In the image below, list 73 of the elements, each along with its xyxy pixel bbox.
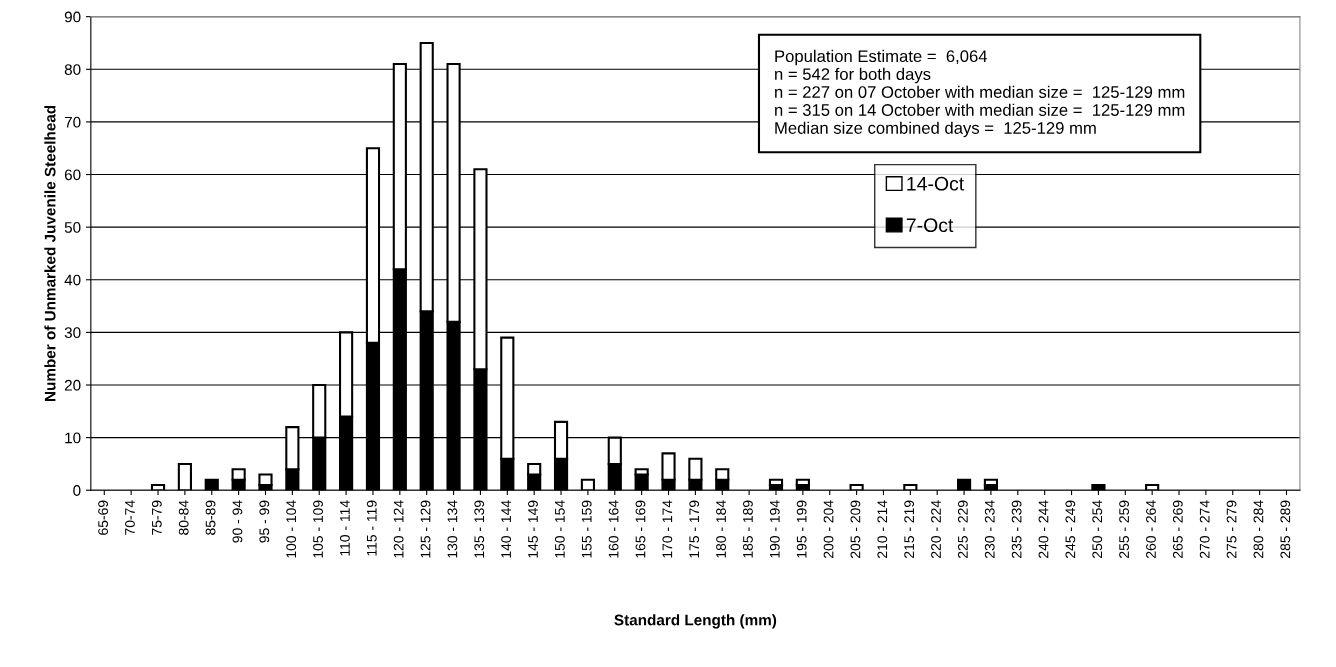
x-tick-label: 285 - 289 (1280, 500, 1291, 558)
x-tick-label: 250 - 254 (1092, 500, 1103, 558)
legend-label: 7-Oct (906, 218, 954, 233)
x-tick-label: 170 - 174 (662, 500, 673, 558)
x-tick-label: 265 - 269 (1172, 500, 1183, 558)
y-tick-label: 90 (64, 11, 81, 23)
x-tick-label: 280 - 284 (1253, 500, 1264, 558)
x-tick-label: 155 - 159 (581, 500, 592, 558)
x-tick-label: 205 - 209 (850, 500, 861, 558)
x-tick-label: 190 - 194 (769, 500, 780, 558)
x-tick-label: 270 - 274 (1199, 500, 1210, 558)
y-tick-label: 50 (64, 222, 81, 233)
bar (204, 478, 219, 491)
bar (849, 483, 864, 491)
x-tick-label: 95 - 99 (259, 500, 270, 543)
x-tick-label: 225 - 229 (957, 500, 968, 558)
x-tick-label: 80-84 (178, 500, 189, 535)
x-tick-label: 230 - 234 (984, 500, 995, 558)
x-tick-label: 260 - 264 (1146, 500, 1156, 558)
x-tick-label: 245 - 249 (1065, 500, 1076, 558)
x-tick-label: 100 - 104 (286, 500, 297, 558)
bar (1091, 483, 1106, 491)
x-tick-label: 75-79 (151, 500, 162, 535)
y-tick-label: 20 (64, 379, 81, 391)
x-tick-label: 255 - 259 (1119, 500, 1130, 558)
x-tick-label: 145 - 149 (528, 500, 538, 558)
x-tick-label: 195 - 199 (796, 500, 807, 558)
x-tick-label: 140 - 144 (501, 500, 512, 558)
x-tick-label: 200 - 204 (823, 500, 834, 558)
x-axis-title: Standard Length (mm) (614, 614, 777, 629)
bar (983, 478, 999, 487)
legend-label: 14-Oct (907, 176, 965, 191)
x-tick-label: 215 - 219 (904, 500, 915, 558)
bar (795, 478, 810, 487)
bar (768, 478, 784, 487)
x-tick-label: 105 - 109 (313, 500, 323, 558)
y-tick-label: 70 (64, 116, 81, 128)
x-tick-label: 125 - 129 (420, 500, 431, 558)
x-tick-label: 235 - 239 (1011, 500, 1022, 558)
annotation: Population Estimate = 6,064 n = 542 for both days n = 227 on 07 October with median size = 125-129 mm n = 315 on 14 October with median size = 125-129 mm Median size combined days = 125-129 mm (775, 49, 1185, 138)
bar (177, 462, 192, 491)
y-tick-label: 60 (64, 169, 81, 181)
x-tick-label: 185 - 189 (743, 500, 753, 558)
bar (956, 478, 972, 491)
x-tick-label: 70-74 (125, 500, 135, 535)
x-tick-label: 135 - 139 (474, 500, 485, 558)
x-tick-label: 110 - 114 (339, 500, 350, 556)
x-tick-label: 240 - 244 (1038, 500, 1049, 558)
bar (1145, 483, 1160, 491)
x-tick-label: 275 - 279 (1226, 500, 1237, 558)
bar (903, 483, 918, 491)
x-tick-label: 90 - 94 (232, 500, 243, 543)
y-tick-label: 30 (64, 327, 81, 339)
x-tick-label: 85-89 (205, 500, 216, 535)
x-tick-label: 65-69 (98, 500, 109, 535)
x-tick-label: 165 - 169 (635, 500, 646, 558)
y-tick-label: 0 (73, 485, 81, 496)
bar (150, 483, 166, 491)
y-tick-label: 80 (64, 64, 81, 75)
y-tick-label: 40 (64, 274, 81, 286)
x-tick-label: 130 - 134 (447, 500, 458, 558)
bar (258, 473, 273, 487)
y-tick-label: 10 (65, 432, 81, 444)
x-tick-label: 150 - 154 (554, 500, 565, 558)
x-tick-label: 220 - 224 (931, 500, 941, 558)
bar (580, 478, 595, 491)
y-axis-title: Number of Unmarked Juvenile Steelhead (44, 105, 56, 402)
x-tick-label: 180 - 184 (716, 500, 726, 558)
x-tick-label: 115 - 119 (366, 500, 377, 556)
x-tick-label: 160 - 164 (608, 500, 619, 558)
x-tick-label: 175 - 179 (689, 500, 700, 558)
x-tick-label: 120 - 124 (393, 500, 404, 558)
x-tick-label: 210 - 214 (877, 500, 888, 558)
